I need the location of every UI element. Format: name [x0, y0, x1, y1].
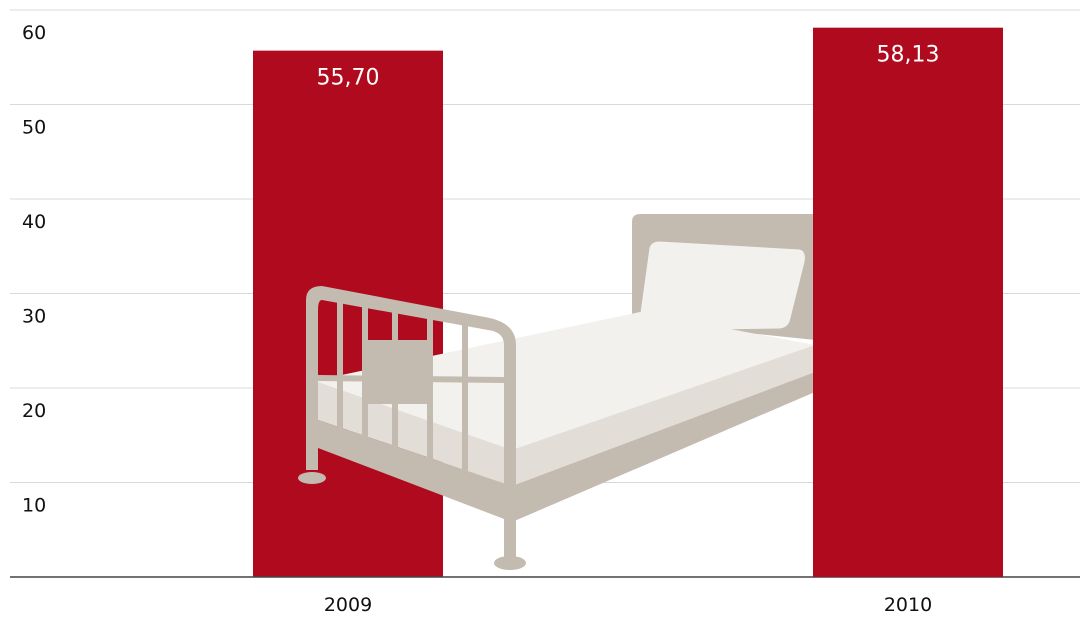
chart: 10 20 30 40 50 60 2009 55,70 2010 58,13	[0, 0, 1080, 617]
value-label: 58,13	[877, 43, 940, 68]
y-tick-label: 60	[22, 22, 46, 44]
value-label: 55,70	[317, 66, 380, 91]
x-tick-label: 2010	[884, 594, 932, 616]
y-tick-label: 40	[22, 211, 46, 233]
y-tick-label: 30	[22, 306, 46, 328]
y-tick-label: 10	[22, 495, 46, 517]
y-tick-label: 50	[22, 117, 46, 139]
bar	[813, 28, 1003, 577]
x-tick-label: 2009	[324, 594, 372, 616]
y-tick-label: 20	[22, 400, 46, 422]
